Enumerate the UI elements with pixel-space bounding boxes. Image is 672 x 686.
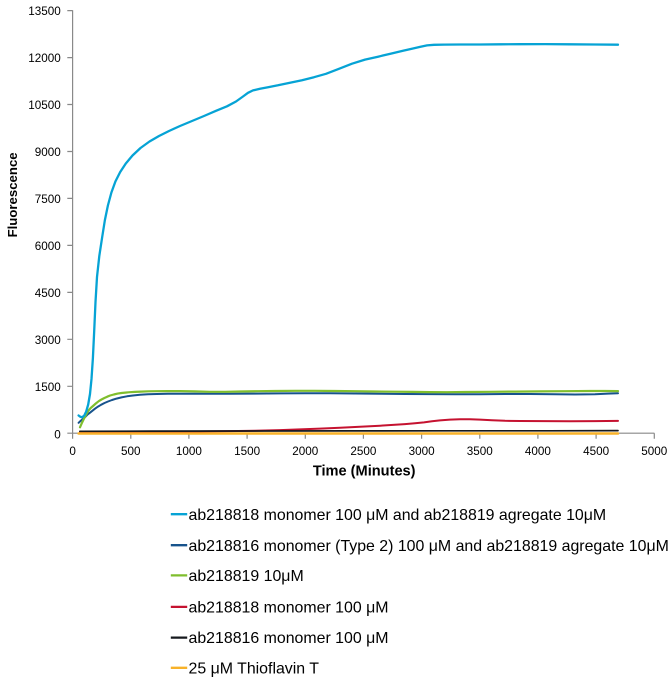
svg-text:Time (Minutes): Time (Minutes) [313,464,416,480]
svg-text:Fluorescence: Fluorescence [5,152,20,237]
svg-text:9000: 9000 [35,146,62,159]
svg-text:4000: 4000 [525,445,552,458]
svg-text:10500: 10500 [28,99,61,112]
svg-text:2000: 2000 [292,445,319,458]
svg-text:ab218816 monomer 100 μM: ab218816 monomer 100 μM [189,630,389,647]
svg-text:5000: 5000 [641,445,668,458]
svg-text:ab218819 10μM: ab218819 10μM [189,568,304,585]
svg-text:3500: 3500 [467,445,494,458]
svg-text:6000: 6000 [35,240,62,253]
svg-text:0: 0 [69,445,76,458]
svg-text:1500: 1500 [35,381,62,394]
svg-text:1500: 1500 [234,445,261,458]
svg-text:3000: 3000 [409,445,436,458]
svg-text:0: 0 [54,428,61,441]
svg-text:1000: 1000 [176,445,203,458]
svg-text:500: 500 [121,445,141,458]
svg-text:13500: 13500 [28,5,61,18]
svg-text:ab218818 monomer 100 μM: ab218818 monomer 100 μM [189,600,389,617]
svg-text:ab218816 monomer (Type 2) 100: ab218816 monomer (Type 2) 100 μM and ab2… [189,538,669,555]
svg-text:7500: 7500 [35,193,62,206]
svg-text:2500: 2500 [350,445,377,458]
svg-text:4500: 4500 [35,287,62,300]
svg-text:ab218818 monomer 100 μM and ab: ab218818 monomer 100 μM and ab218819 agr… [189,507,607,524]
svg-text:12000: 12000 [28,52,61,65]
svg-text:3000: 3000 [35,334,62,347]
svg-text:25 μM Thioflavin T: 25 μM Thioflavin T [189,660,320,677]
svg-text:4500: 4500 [583,445,610,458]
